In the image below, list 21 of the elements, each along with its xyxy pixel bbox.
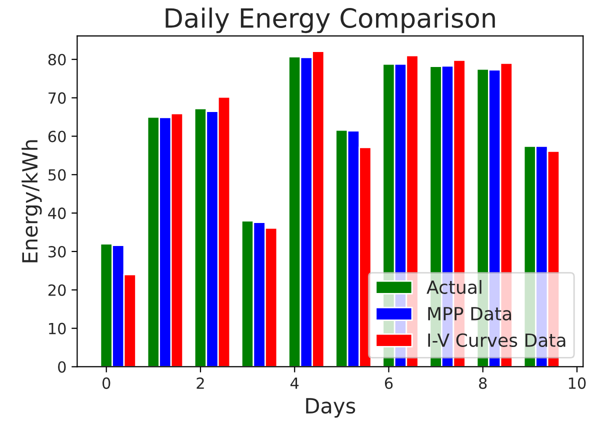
y-axis-title: Energy/kWh — [22, 140, 42, 262]
y-tick-label: 0 — [58, 361, 66, 373]
legend-label: I-V Curves Data — [428, 333, 566, 347]
y-tick-label: 60 — [48, 130, 66, 142]
chart-title: Daily Energy Comparison — [166, 8, 495, 34]
y-tick-label: 40 — [48, 208, 66, 220]
x-tick-label: 10 — [568, 377, 586, 389]
x-tick-label: 4 — [290, 378, 299, 389]
x-tick-label: 8 — [479, 377, 487, 389]
x-axis-title: Days — [306, 398, 356, 418]
legend-label: MPP Data — [428, 307, 512, 320]
y-tick-label: 20 — [48, 284, 66, 296]
y-tick-label: 10 — [49, 322, 66, 334]
y-tick-label: 80 — [48, 54, 66, 66]
x-tick-label: 6 — [384, 377, 393, 389]
y-tick-label: 70 — [48, 92, 66, 104]
x-tick-label: 0 — [102, 377, 110, 389]
y-tick-label: 50 — [48, 169, 66, 181]
x-tick-label: 2 — [196, 377, 204, 389]
legend-label: Actual — [426, 280, 482, 294]
y-tick-label: 30 — [48, 246, 66, 258]
